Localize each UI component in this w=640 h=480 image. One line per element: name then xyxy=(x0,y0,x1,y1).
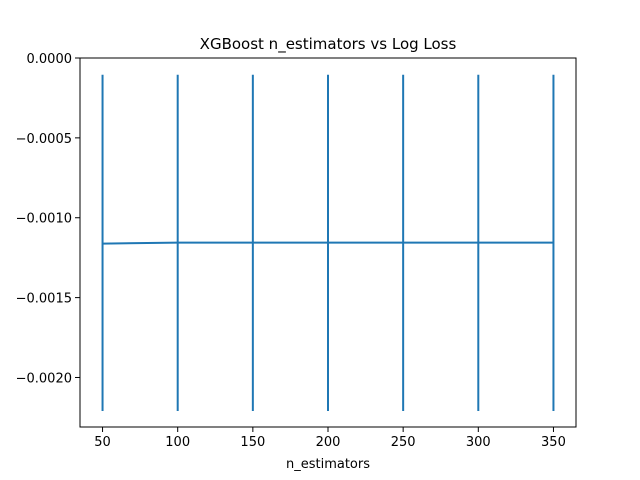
x-tick-label: 200 xyxy=(316,435,341,450)
chart-title: XGBoost n_estimators vs Log Loss xyxy=(200,35,457,54)
x-tick-label: 250 xyxy=(391,435,416,450)
y-tick-label: −0.0015 xyxy=(16,292,72,307)
x-tick-label: 300 xyxy=(466,435,491,450)
x-axis-label: n_estimators xyxy=(286,457,370,472)
y-tick-label: −0.0020 xyxy=(16,371,72,386)
x-tick-label: 100 xyxy=(165,435,190,450)
y-tick-label: −0.0010 xyxy=(16,212,72,227)
series-line xyxy=(103,243,554,244)
y-tick-label: 0.0000 xyxy=(27,52,73,67)
plot-area xyxy=(103,75,554,411)
y-tick-label: −0.0005 xyxy=(16,132,72,147)
x-tick-label: 50 xyxy=(94,435,111,450)
axes: 50 100 150 200 250 300 350 0.0000 −0.0005 −0.0010… xyxy=(16,52,576,450)
x-tick-label: 350 xyxy=(541,435,566,450)
x-tick-label: 150 xyxy=(240,435,265,450)
